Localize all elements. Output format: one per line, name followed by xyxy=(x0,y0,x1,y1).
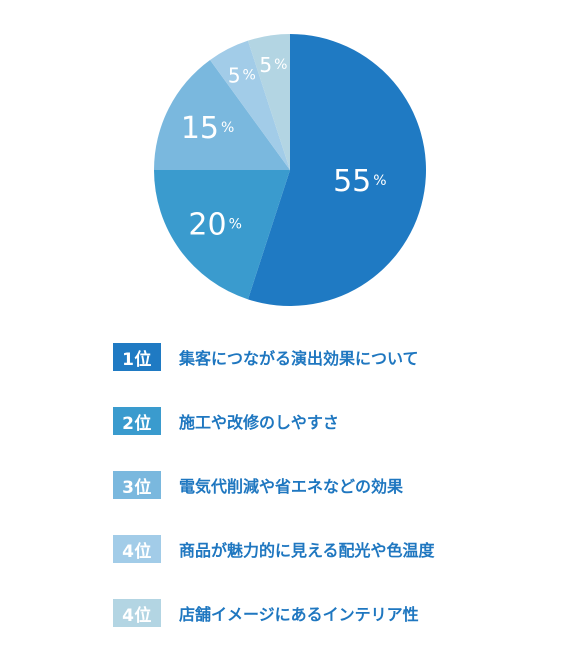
rank-badge-3: 3位 xyxy=(113,471,161,499)
legend-text-2: 施工や改修のしやすさ xyxy=(179,413,339,432)
legend: 1位 集客につながる演出効果について 2位 施工や改修のしやすさ 3位 電気代削… xyxy=(113,343,553,663)
pie-slice-unit-2: % xyxy=(229,216,242,232)
legend-text-1: 集客につながる演出効果について xyxy=(179,349,419,368)
pie-slice-4 xyxy=(210,40,290,171)
rank-badge-5: 4位 xyxy=(113,599,161,627)
pie-slice-value-4: 5 xyxy=(228,63,241,87)
legend-item-2: 2位 施工や改修のしやすさ xyxy=(113,407,553,435)
pie-slice-label-3: 15% xyxy=(181,111,235,146)
pie-slice-value-1: 55 xyxy=(333,164,371,199)
pie-slice-label-4: 5% xyxy=(228,63,256,87)
pie-slice-unit-4: % xyxy=(243,67,256,83)
pie-slice-label-5: 5% xyxy=(259,53,287,77)
pie-slice-unit-1: % xyxy=(373,173,386,189)
pie-slice-value-2: 20 xyxy=(188,207,226,242)
pie-slice-label-1: 55% xyxy=(333,164,387,199)
legend-item-3: 3位 電気代削減や省エネなどの効果 xyxy=(113,471,553,499)
rank-badge-4: 4位 xyxy=(113,535,161,563)
pie-slice-2 xyxy=(154,170,290,300)
rank-badge-2: 2位 xyxy=(113,407,161,435)
legend-item-5: 4位 店舗イメージにあるインテリア性 xyxy=(113,599,553,627)
pie-slice-5 xyxy=(247,34,290,170)
legend-item-4: 4位 商品が魅力的に見える配光や色温度 xyxy=(113,535,553,563)
pie-slice-unit-5: % xyxy=(274,57,287,73)
pie-slice-label-2: 20% xyxy=(188,207,242,242)
pie-slice-value-3: 15 xyxy=(181,111,219,146)
pie-slice-value-5: 5 xyxy=(259,53,272,77)
legend-text-3: 電気代削減や省エネなどの効果 xyxy=(179,477,404,496)
legend-item-1: 1位 集客につながる演出効果について xyxy=(113,343,553,371)
legend-text-4: 商品が魅力的に見える配光や色温度 xyxy=(179,541,435,560)
pie-chart: 55 %20 %15 %5% 5% xyxy=(154,34,427,306)
pie-slice-3 xyxy=(154,59,290,170)
pie-slice-unit-3: % xyxy=(221,120,234,136)
pie-slice-1 xyxy=(247,34,427,306)
legend-text-5: 店舗イメージにあるインテリア性 xyxy=(179,605,419,624)
rank-badge-1: 1位 xyxy=(113,343,161,371)
